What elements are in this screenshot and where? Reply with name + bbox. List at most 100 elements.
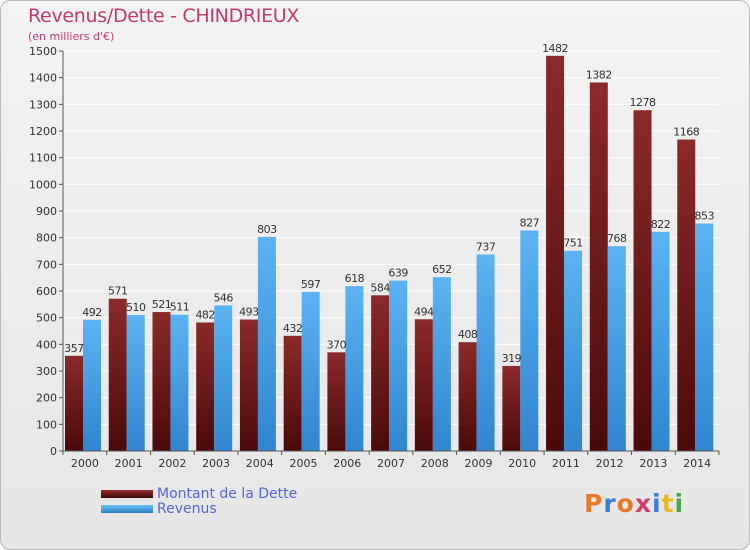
- bar-revenus-2001: [126, 315, 145, 451]
- value-label-revenus: 822: [651, 218, 671, 231]
- value-label-dette: 357: [64, 342, 84, 355]
- bar-revenus-2009: [476, 254, 495, 451]
- chart-subtitle: (en milliers d'€): [28, 30, 115, 43]
- x-tick-label: 2005: [290, 457, 318, 470]
- chart-title: Revenus/Dette - CHINDRIEUX: [28, 5, 300, 27]
- value-label-revenus: 639: [388, 267, 408, 280]
- value-label-dette: 1278: [630, 96, 656, 109]
- value-label-revenus: 652: [432, 263, 452, 276]
- value-label-dette: 521: [152, 298, 172, 311]
- value-label-revenus: 768: [607, 232, 627, 245]
- logo-letter: x: [634, 489, 652, 518]
- legend-label-dette: Montant de la Dette: [157, 486, 298, 502]
- value-label-revenus: 492: [82, 306, 102, 319]
- legend-label-revenus: Revenus: [157, 501, 217, 517]
- proxiti-logo: Proxiti: [584, 489, 684, 518]
- x-tick-label: 2000: [71, 457, 99, 470]
- bar-revenus-2014: [695, 223, 714, 451]
- y-tick-label: 1400: [29, 72, 57, 85]
- value-label-dette: 482: [195, 308, 215, 321]
- legend-swatch-revenus: [101, 505, 153, 513]
- value-label-revenus: 546: [213, 291, 233, 304]
- x-tick-label: 2001: [115, 457, 143, 470]
- value-label-dette: 493: [239, 306, 259, 319]
- value-label-dette: 432: [283, 322, 303, 335]
- logo-letter: t: [661, 489, 675, 518]
- bar-revenus-2013: [651, 231, 670, 451]
- y-tick-label: 400: [36, 338, 57, 351]
- y-tick-label: 1200: [29, 125, 57, 138]
- value-label-dette: 584: [370, 281, 390, 294]
- bar-dette-2006: [327, 352, 346, 451]
- x-tick-label: 2002: [158, 457, 186, 470]
- bar-dette-2003: [196, 322, 215, 451]
- y-tick-label: 1000: [29, 178, 57, 191]
- x-tick-label: 2014: [683, 457, 711, 470]
- value-label-dette: 1168: [673, 126, 699, 139]
- bar-revenus-2011: [564, 250, 583, 451]
- y-tick-label: 100: [36, 418, 57, 431]
- y-tick-label: 1300: [29, 98, 57, 111]
- x-tick-label: 2012: [596, 457, 624, 470]
- logo-letter: i: [652, 489, 662, 518]
- bar-dette-2010: [502, 365, 521, 451]
- value-label-dette: 319: [502, 352, 522, 365]
- value-label-revenus: 827: [520, 216, 540, 229]
- y-tick-label: 900: [36, 205, 57, 218]
- bar-dette-2011: [546, 55, 565, 452]
- bar-dette-2000: [65, 355, 83, 451]
- legend-swatch-dette: [101, 490, 153, 498]
- value-label-dette: 571: [108, 285, 128, 298]
- value-label-revenus: 751: [563, 237, 583, 250]
- bar-revenus-2010: [520, 230, 539, 451]
- bar-revenus-2005: [301, 291, 320, 451]
- value-label-revenus: 737: [476, 240, 496, 253]
- x-tick-label: 2011: [552, 457, 580, 470]
- bar-dette-2012: [589, 82, 608, 451]
- value-label-revenus: 803: [257, 223, 277, 236]
- logo-letter: i: [674, 489, 685, 518]
- y-tick-label: 1100: [29, 152, 57, 165]
- bar-dette-2013: [633, 110, 652, 451]
- value-label-dette: 1382: [586, 68, 612, 81]
- value-label-revenus: 510: [126, 301, 146, 314]
- bar-dette-2007: [371, 295, 390, 451]
- value-label-dette: 1482: [542, 42, 568, 55]
- logo-letter: r: [603, 489, 617, 518]
- x-tick-label: 2006: [333, 457, 361, 470]
- bar-revenus-2002: [170, 314, 189, 451]
- logo-letter: P: [584, 489, 604, 518]
- x-tick-label: 2007: [377, 457, 405, 470]
- x-tick-label: 2013: [639, 457, 667, 470]
- value-label-dette: 408: [458, 328, 478, 341]
- y-tick-label: 800: [36, 232, 57, 245]
- logo-letter: o: [616, 489, 635, 518]
- value-label-revenus: 511: [170, 301, 190, 314]
- bar-revenus-2004: [257, 236, 276, 451]
- y-tick-label: 300: [36, 365, 57, 378]
- x-tick-label: 2010: [508, 457, 536, 470]
- y-tick-label: 700: [36, 258, 57, 271]
- bar-revenus-2007: [389, 280, 408, 451]
- x-axis: 2000 2001 2002 2003 2004 2005 2006 2007 2008 2009…: [62, 450, 720, 470]
- value-label-revenus: 597: [301, 278, 321, 291]
- bar-revenus-2012: [607, 246, 626, 451]
- y-tick-label: 600: [36, 285, 57, 298]
- bar-dette-2008: [414, 319, 433, 451]
- bar-dette-2001: [108, 298, 127, 451]
- y-tick-label: 0: [50, 445, 57, 458]
- x-tick-label: 2009: [464, 457, 492, 470]
- x-tick-label: 2004: [246, 457, 274, 470]
- bars: [65, 55, 714, 452]
- y-axis: 0 100 200 300 400 500 600 700 800 900 1000 1100 1200…: [29, 45, 64, 458]
- bar-dette-2005: [283, 335, 302, 451]
- bar-dette-2014: [677, 139, 696, 452]
- y-tick-label: 200: [36, 392, 57, 405]
- x-tick-label: 2003: [202, 457, 230, 470]
- bar-revenus-2003: [214, 305, 233, 451]
- value-label-revenus: 618: [345, 272, 365, 285]
- y-tick-label: 1500: [29, 45, 57, 58]
